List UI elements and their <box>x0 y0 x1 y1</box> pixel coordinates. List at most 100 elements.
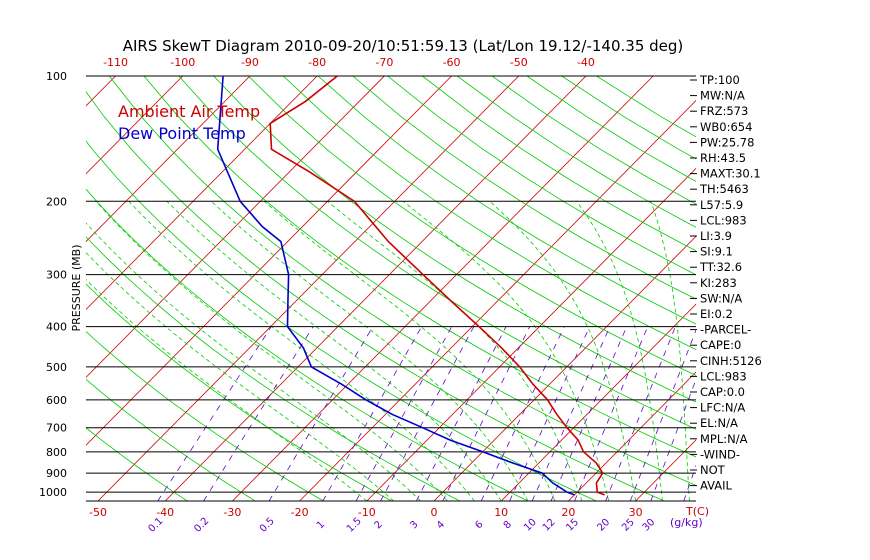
mixing-ratio-line <box>509 326 591 501</box>
mixing-ratio-line <box>157 326 272 501</box>
mixing-ratio-line <box>322 326 422 501</box>
legend-dew-point-temp: Dew Point Temp <box>118 124 246 143</box>
mixing-ratio-line <box>480 326 565 501</box>
y-tick-label: 1000 <box>39 486 67 499</box>
mixing-ratio-tick-label: 0.5 <box>258 516 277 535</box>
stability-index: -PARCEL- <box>700 323 751 337</box>
bottom-tick-label: 0 <box>431 506 438 519</box>
stability-index: LCL:983 <box>700 213 747 227</box>
stability-index: FRZ:573 <box>700 104 748 118</box>
bottom-tick-label: -50 <box>89 506 107 519</box>
dry-adiabat-line <box>178 76 696 430</box>
mixing-ratio-line <box>629 328 696 501</box>
top-tick-label: -90 <box>241 56 259 69</box>
dry-adiabat-line <box>387 76 696 276</box>
mixing-ratio-line <box>550 326 628 501</box>
stability-index: RH:43.5 <box>700 151 746 165</box>
y-tick-label: 200 <box>46 195 67 208</box>
dry-adiabat-line <box>86 91 665 501</box>
mixing-ratio-tick-label: 25 <box>620 517 637 534</box>
dry-adiabat-line <box>317 76 696 325</box>
top-tick-label: -70 <box>375 56 393 69</box>
mixing-ratio-tick-label: 4 <box>435 519 447 531</box>
y-tick-label: 500 <box>46 361 67 374</box>
stability-index: SW:N/A <box>700 291 742 305</box>
moist-adiabat-line <box>650 201 690 501</box>
stability-index: EL:N/A <box>700 416 738 430</box>
stability-index: LI:3.9 <box>700 229 732 243</box>
bottom-tick-label: -10 <box>358 506 376 519</box>
dry-adiabat-line <box>108 76 696 486</box>
stability-index: MAXT:30.1 <box>700 167 761 181</box>
mixing-ratio-tick-label: 6 <box>473 519 485 531</box>
stability-index: TT:32.6 <box>699 260 742 274</box>
top-tick-label: -100 <box>170 56 195 69</box>
dry-adiabat-line <box>86 236 460 501</box>
bottom-tick-label: 10 <box>494 506 508 519</box>
moist-adiabat-line <box>211 201 529 501</box>
dry-adiabat-line <box>422 76 696 252</box>
mixing-ratio-line <box>268 326 374 501</box>
moist-adiabat-line <box>489 201 636 501</box>
mixing-ratio-line <box>203 326 314 501</box>
mixing-ratio-tick-label: 15 <box>564 517 581 534</box>
mixing-ratio-line <box>355 326 453 501</box>
isotherm-line <box>299 100 696 501</box>
dry-adiabat-line <box>86 283 392 501</box>
stability-index: AVAIL <box>700 479 733 493</box>
stability-index: -WIND- <box>700 447 740 461</box>
isotherm-line <box>86 76 251 243</box>
moist-adiabat-line <box>263 200 556 501</box>
isotherm-line <box>500 303 696 501</box>
mixing-ratio-line <box>415 326 507 501</box>
bottom-tick-label: 30 <box>629 506 643 519</box>
dew-point-temp-line <box>216 76 575 496</box>
mixing-ratio-tick-label: 20 <box>595 517 612 534</box>
mixing-ratio-line <box>442 326 531 501</box>
bottom-tick-labels: -50 -40 -30 -20 -10 0 10 20 30 <box>89 506 643 519</box>
mixing-ratio-tick-label: 12 <box>541 517 558 534</box>
moist-adiabat-line <box>327 200 583 501</box>
moist-adiabat-line <box>95 201 448 501</box>
stability-index: MW:N/A <box>700 89 745 103</box>
mixing-ratio-tick-label: 1 <box>315 519 327 531</box>
mixing-ratio-tick-label: 2 <box>373 519 385 531</box>
isotherm-line <box>86 76 385 378</box>
mixing-ratio-tick-label: 0.2 <box>192 516 211 535</box>
y-tick-label: 900 <box>46 467 67 480</box>
dry-adiabat-line <box>282 76 696 350</box>
mixing-ratio-unit-label: (g/kg) <box>670 516 703 529</box>
mixing-ratio-tick-label: 3 <box>408 519 420 531</box>
y-tick-label: 100 <box>46 70 67 83</box>
stability-index: SI:9.1 <box>700 245 733 259</box>
y-tick-label: 600 <box>46 394 67 407</box>
y-tick-label: 700 <box>46 422 67 435</box>
isotherm-line <box>770 76 870 501</box>
stability-index: NOT <box>700 463 726 477</box>
mixing-ratio-tick-label: 8 <box>502 519 514 531</box>
profiles <box>216 76 605 496</box>
bottom-tick-label: 20 <box>561 506 575 519</box>
x-axis-unit-label: T(C) <box>685 505 709 518</box>
stability-index: CAP:0.0 <box>700 385 745 399</box>
moist-adiabat-line <box>86 222 421 501</box>
isotherm-line <box>86 76 452 446</box>
dry-adiabat-line <box>86 188 529 501</box>
dry-adiabat-line <box>86 378 256 501</box>
isotherm-line <box>0 76 48 501</box>
dry-adiabat-line <box>143 76 696 458</box>
isotherm-line <box>86 76 318 311</box>
stability-index: WB0:654 <box>700 120 752 134</box>
mixing-ratio-line <box>605 326 676 501</box>
moist-adiabat-line <box>86 252 394 501</box>
moist-adiabat-line <box>128 201 475 501</box>
top-tick-label: -60 <box>443 56 461 69</box>
ambient-air-temp-line <box>269 76 605 496</box>
chart-title: AIRS SkewT Diagram 2010-09-20/10:51:59.1… <box>123 37 684 55</box>
mixing-ratio-tick-label: 30 <box>641 517 658 534</box>
stability-index: LFC:N/A <box>700 401 745 415</box>
mixing-ratio-line <box>574 326 649 501</box>
y-tick-label: 300 <box>46 269 67 282</box>
